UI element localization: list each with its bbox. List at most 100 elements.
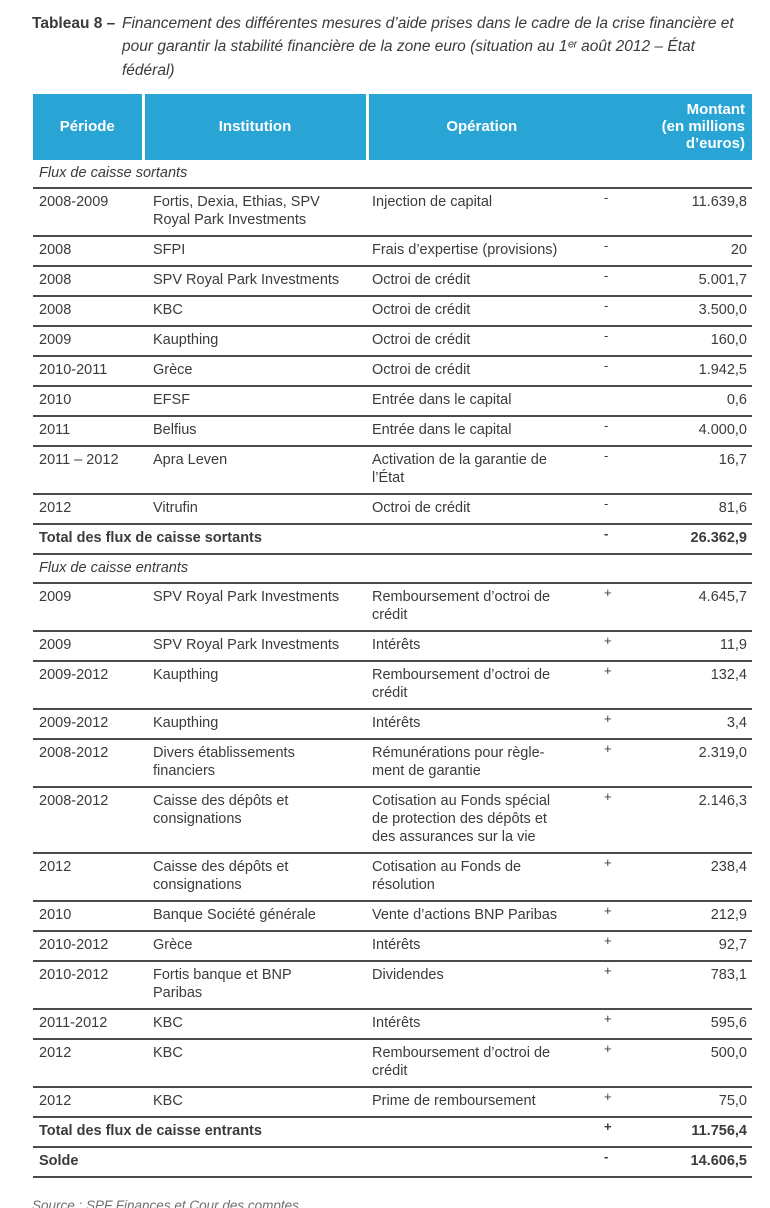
- cell-sign: -: [595, 354, 640, 386]
- table-row: 2011-2012 KBC Intérêts +595,6: [33, 1007, 752, 1039]
- table-row: 2010-2011 Grèce Octroi de crédit -1.942,5: [33, 354, 752, 386]
- section-label: Flux de caisse entrants: [33, 552, 752, 583]
- cell-sign: [595, 384, 640, 416]
- cell-institution: EFSF: [143, 384, 367, 416]
- cell-sign: +: [595, 629, 640, 661]
- cell-montant: 132,4: [640, 659, 752, 709]
- table-row: 2011 – 2012 Apra Leven Activation de la ga…: [33, 444, 752, 494]
- cell-institution: Vitrufin: [143, 492, 367, 524]
- cell-operation: Octroi de crédit: [367, 492, 595, 524]
- cell-sign: +: [595, 1037, 640, 1087]
- cell-periode: 2009-2012: [33, 707, 143, 739]
- cell-montant: 3,4: [640, 707, 752, 739]
- cell-sign: +: [595, 737, 640, 787]
- cell-montant: 0,6: [640, 384, 752, 416]
- total-row: Total des flux de caisse entrants +11.756…: [33, 1115, 752, 1147]
- column-header-periode: Période: [33, 93, 145, 160]
- cell-periode: 2010: [33, 384, 143, 416]
- cell-montant: 595,6: [640, 1007, 752, 1039]
- cell-sign: +: [595, 659, 640, 709]
- table-row: 2010-2012 Grèce Intérêts +92,7: [33, 929, 752, 961]
- table-row: 2009-2012 Kaupthing Intérêts +3,4: [33, 707, 752, 739]
- cell-operation: Remboursement d’octroi de crédit: [367, 581, 595, 631]
- cell-operation: Remboursement d’octroi de crédit: [367, 1037, 595, 1087]
- financing-table: Période Institution Opération Montant (e…: [33, 93, 752, 1178]
- cell-operation: Entrée dans le capital: [367, 414, 595, 446]
- table-row: 2008-2012 Divers établissements financier…: [33, 737, 752, 787]
- table-row: 2011 Belfius Entrée dans le capital -4.000,…: [33, 414, 752, 446]
- cell-montant: 3.500,0: [640, 294, 752, 326]
- cell-periode: 2008-2012: [33, 737, 143, 787]
- cell-periode: 2009: [33, 581, 143, 631]
- cell-periode: 2012: [33, 1085, 143, 1117]
- cell-sign: +: [595, 1007, 640, 1039]
- section-label: Flux de caisse sortants: [39, 164, 188, 181]
- cell-operation: Rémunérations pour règle- ment de garant…: [367, 737, 595, 787]
- cell-montant: 160,0: [640, 324, 752, 356]
- cell-sign: -: [595, 522, 640, 554]
- table-row: 2012 KBC Prime de remboursement +75,0: [33, 1085, 752, 1117]
- cell-montant: 11.639,8: [640, 186, 752, 236]
- cell-periode: 2011 – 2012: [33, 444, 143, 494]
- cell-institution: KBC: [143, 294, 367, 326]
- section-row: Flux de caisse sortants: [33, 160, 752, 188]
- cell-sign: -: [595, 414, 640, 446]
- cell-montant: 11,9: [640, 629, 752, 661]
- table-row: 2012 KBC Remboursement d’octroi de crédit +…: [33, 1037, 752, 1087]
- cell-periode: 2011: [33, 414, 143, 446]
- cell-montant: 16,7: [640, 444, 752, 494]
- cell-operation: Entrée dans le capital: [367, 384, 595, 416]
- cell-montant: 4.000,0: [640, 414, 752, 446]
- solde-label: Solde: [33, 1145, 595, 1178]
- table-row: 2009 SPV Royal Park Investments Intérêts +1…: [33, 629, 752, 661]
- cell-sign: -: [595, 234, 640, 266]
- cell-institution: Fortis banque et BNP Paribas: [143, 959, 367, 1009]
- cell-periode: 2010-2012: [33, 959, 143, 1009]
- total-label: Total des flux de caisse sortants: [33, 522, 595, 554]
- cell-institution: KBC: [143, 1037, 367, 1087]
- table-row: 2009 SPV Royal Park Investments Remboursem…: [33, 581, 752, 631]
- cell-montant: 500,0: [640, 1037, 752, 1087]
- cell-institution: Caisse des dépôts et consignations: [143, 785, 367, 853]
- cell-periode: 2010-2012: [33, 929, 143, 961]
- total-label: Total des flux de caisse entrants: [33, 1115, 595, 1147]
- table-caption-text: Financement des différentes mesures d’ai…: [122, 15, 734, 79]
- cell-periode: 2012: [33, 1037, 143, 1087]
- cell-operation: Dividendes: [367, 959, 595, 1009]
- cell-periode: 2008: [33, 234, 143, 266]
- cell-periode: 2008-2009: [33, 186, 143, 236]
- cell-sign: +: [595, 1115, 640, 1147]
- cell-montant: 4.645,7: [640, 581, 752, 631]
- cell-operation: Intérêts: [367, 707, 595, 739]
- cell-institution: SPV Royal Park Investments: [143, 629, 367, 661]
- cell-operation: Octroi de crédit: [367, 294, 595, 326]
- cell-institution: Kaupthing: [143, 659, 367, 709]
- cell-institution: Caisse des dépôts et consignations: [143, 851, 367, 901]
- cell-montant: 14.606,5: [640, 1145, 752, 1178]
- cell-sign: -: [595, 294, 640, 326]
- cell-institution: Apra Leven: [143, 444, 367, 494]
- cell-operation: Injection de capital: [367, 186, 595, 236]
- table-row: 2008-2009 Fortis, Dexia, Ethias, SPV Roya…: [33, 186, 752, 236]
- cell-institution: Banque Société générale: [143, 899, 367, 931]
- cell-periode: 2008: [33, 294, 143, 326]
- cell-sign: -: [595, 444, 640, 494]
- cell-montant: 1.942,5: [640, 354, 752, 386]
- cell-institution: Belfius: [143, 414, 367, 446]
- cell-sign: -: [595, 1145, 640, 1178]
- cell-periode: 2008: [33, 264, 143, 296]
- cell-montant: 92,7: [640, 929, 752, 961]
- cell-institution: Kaupthing: [143, 707, 367, 739]
- cell-institution: KBC: [143, 1085, 367, 1117]
- cell-sign: -: [595, 492, 640, 524]
- cell-periode: 2009-2012: [33, 659, 143, 709]
- cell-montant: 2.146,3: [640, 785, 752, 853]
- cell-montant: 75,0: [640, 1085, 752, 1117]
- cell-periode: 2008-2012: [33, 785, 143, 853]
- cell-sign: +: [595, 1085, 640, 1117]
- table-caption-label: Tableau 8 –: [32, 15, 116, 32]
- cell-operation: Cotisation au Fonds spécial de protectio…: [367, 785, 595, 853]
- cell-periode: 2012: [33, 492, 143, 524]
- cell-institution: Grèce: [143, 354, 367, 386]
